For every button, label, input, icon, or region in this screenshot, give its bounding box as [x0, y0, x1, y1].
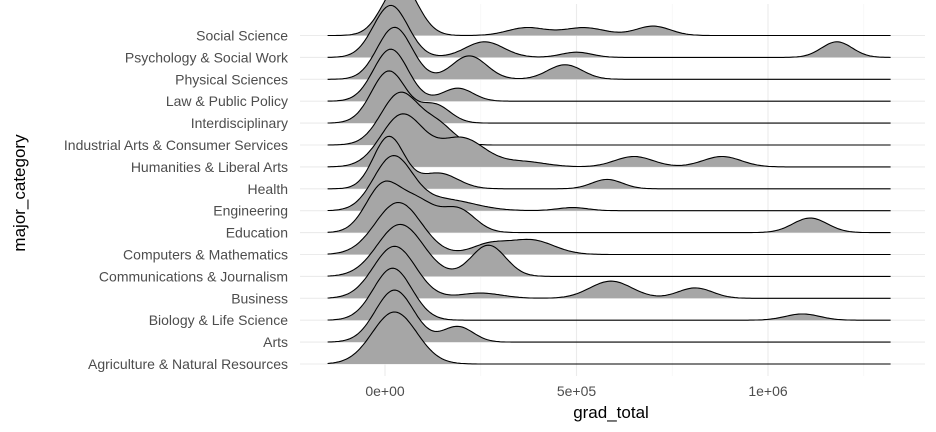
y-tick-label: Biology & Life Science	[149, 312, 289, 328]
ridge-area	[327, 312, 891, 364]
ridge-line	[327, 0, 891, 37]
y-tick-label: Communications & Journalism	[99, 268, 288, 284]
ridge-line	[327, 113, 891, 168]
x-axis-title: grad_total	[573, 403, 649, 422]
ridge-line	[327, 245, 891, 299]
ridge-area	[327, 0, 891, 36]
ridge-line	[327, 155, 891, 212]
y-tick-labels: Agriculture & Natural Resources Arts Biolo…	[64, 28, 289, 373]
x-tick-labels: 0e+00 5e+05 1e+06	[365, 383, 788, 399]
ridge-line	[327, 26, 891, 80]
ridge-line	[327, 70, 891, 124]
y-tick-label: Humanities & Liberal Arts	[131, 159, 288, 175]
ridge-line	[327, 289, 891, 343]
y-tick-label: Industrial Arts & Consumer Services	[64, 137, 288, 153]
y-tick-label: Psychology & Social Work	[125, 49, 289, 65]
ridge-area	[327, 224, 891, 277]
y-tick-label: Law & Public Policy	[166, 93, 288, 109]
y-tick-label: Engineering	[213, 203, 288, 219]
ridges	[327, 0, 891, 365]
ridge-line	[327, 4, 891, 58]
ridge-area	[327, 181, 891, 233]
ridge-area	[327, 27, 891, 80]
ridge-line	[327, 267, 891, 321]
y-tick-label: Arts	[263, 334, 288, 350]
ridge-line	[327, 201, 891, 256]
y-tick-label: Social Science	[196, 28, 288, 44]
x-tick-label: 0e+00	[365, 383, 405, 399]
ridge-line	[327, 135, 891, 190]
y-tick-label: Interdisciplinary	[191, 115, 288, 131]
y-tick-label: Physical Sciences	[175, 71, 288, 87]
x-tick-label: 5e+05	[557, 383, 597, 399]
y-tick-label: Computers & Mathematics	[123, 247, 288, 263]
y-tick-label: Education	[226, 225, 288, 241]
y-tick-label: Agriculture & Natural Resources	[88, 356, 288, 372]
y-tick-label: Business	[231, 290, 288, 306]
ridge-area	[327, 113, 891, 167]
ridge-line	[327, 48, 891, 102]
y-axis-title: major_category	[10, 134, 29, 252]
ridge-line	[327, 223, 891, 277]
ridge-line	[327, 311, 891, 365]
x-tick-label: 1e+06	[748, 383, 788, 399]
ridge-line	[327, 91, 891, 146]
y-tick-label: Health	[248, 181, 288, 197]
ridge-line	[327, 180, 891, 234]
